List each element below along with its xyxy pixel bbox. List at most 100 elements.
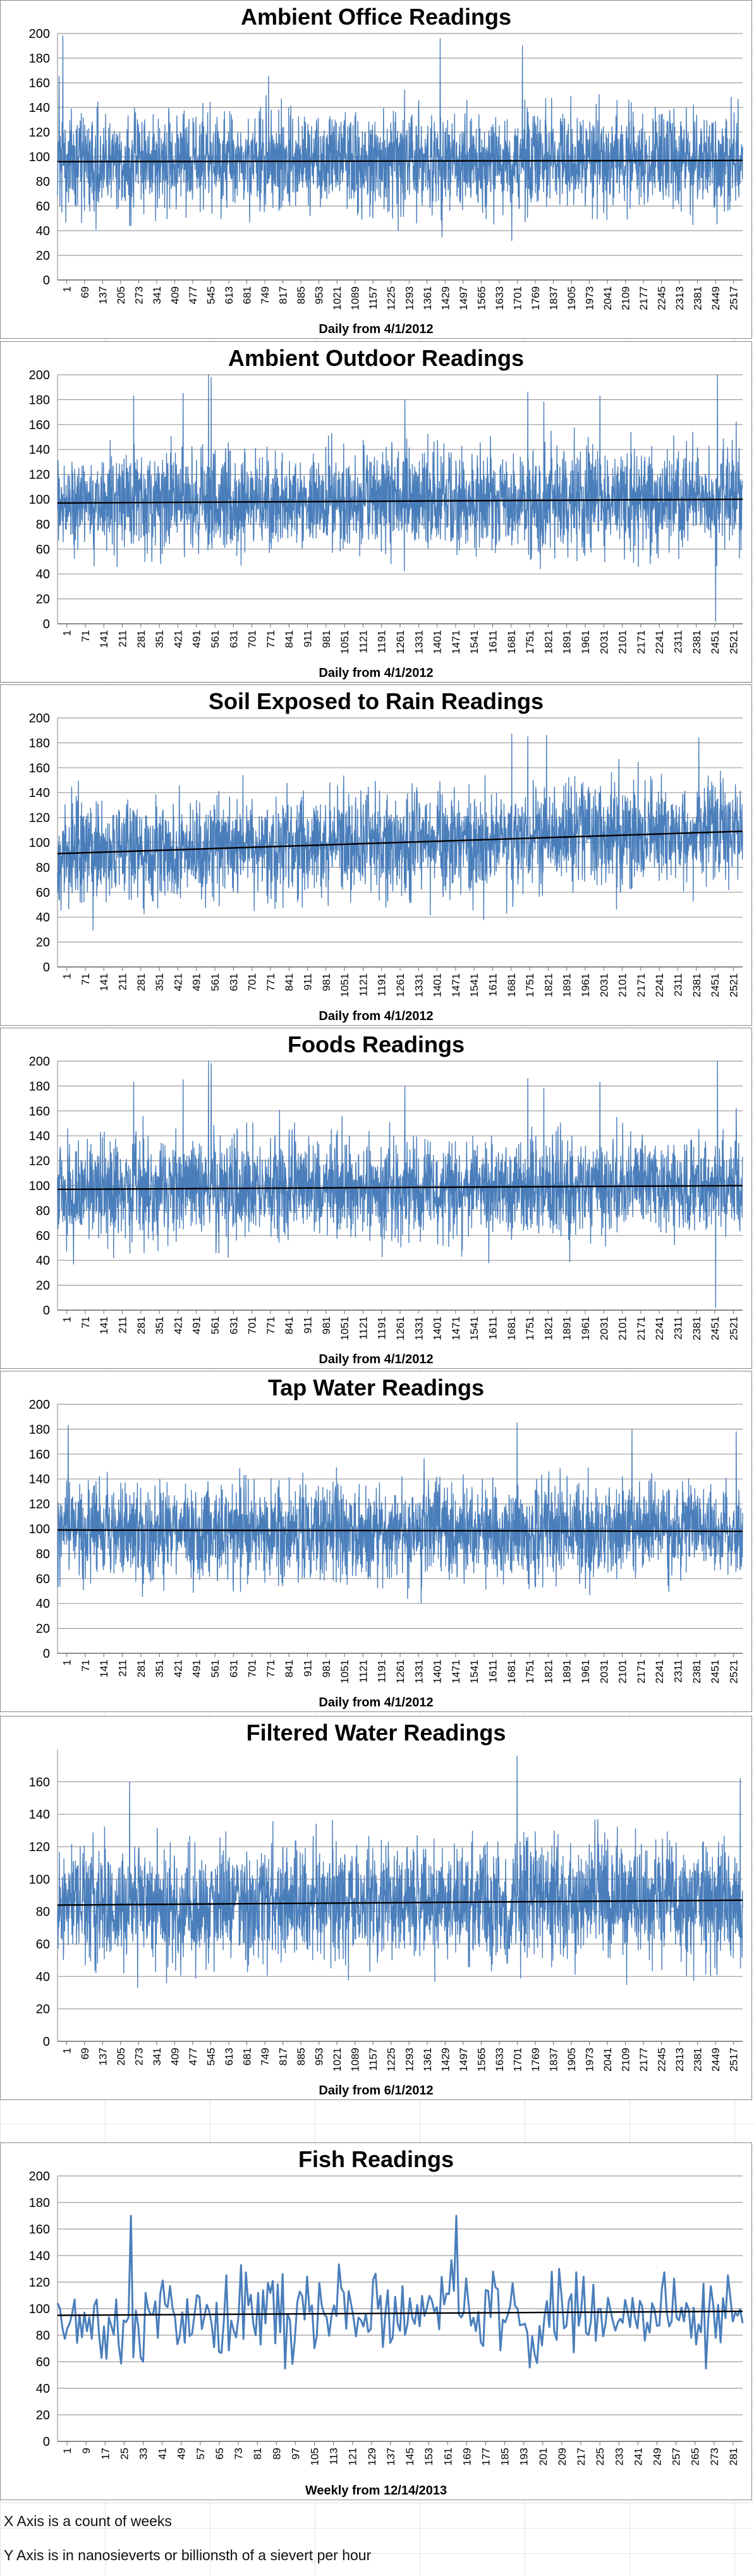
x-tick-label: 2381: [692, 286, 704, 310]
y-tick-label: 180: [29, 736, 50, 750]
y-tick-label: 80: [36, 2329, 50, 2343]
chart-foods[interactable]: Foods Readings 0 20 40 60 80 100 120 140 160 180 20…: [0, 1028, 752, 1369]
x-tick-label: 1541: [468, 1316, 480, 1340]
x-tick-label: 1891: [561, 1660, 573, 1684]
y-tick-label: 140: [29, 1473, 50, 1486]
x-tick-label: 1051: [339, 1660, 351, 1684]
x-tick-label: 341: [151, 2048, 163, 2065]
y-tick-label: 160: [29, 76, 50, 90]
x-tick-label: 491: [191, 630, 203, 648]
x-tick-label: 71: [80, 973, 92, 985]
y-tick-label: 200: [29, 2170, 50, 2184]
chart-svg: Tap Water Readings 0 20 40 60 80 100 120 140 160 1…: [29, 1375, 743, 1710]
x-tick-label: 561: [209, 1660, 221, 1677]
x-tick-label: 1961: [580, 1660, 592, 1684]
y-tick-label: 20: [36, 2409, 50, 2422]
x-tick-label: 1331: [413, 1316, 425, 1340]
x-tick-label: 1293: [403, 2048, 415, 2072]
x-tick-label: 2381: [691, 1316, 703, 1340]
y-tick-label: 140: [29, 1129, 50, 1143]
x-tick-label: 1: [61, 286, 73, 292]
chart-fish[interactable]: Fish Readings 0 20 40 60 80 100 120 140 160 180 200…: [0, 2142, 752, 2500]
x-tick-label: 71: [80, 1316, 92, 1328]
y-tick-label: 0: [43, 1304, 50, 1318]
chart-ambient-office[interactable]: Ambient Office Readings 0 20 40 60 80 100 120 14…: [0, 0, 752, 339]
x-tick-label: 953: [313, 286, 325, 304]
x-tick-label: 545: [205, 286, 217, 304]
y-tick-label: 120: [29, 1155, 50, 1169]
x-tick-label: 1973: [584, 2048, 596, 2072]
chart-svg: Fish Readings 0 20 40 60 80 100 120 140 160 180 200…: [29, 2146, 744, 2498]
x-tick-label: 341: [151, 286, 163, 304]
x-tick-label: 2245: [656, 2048, 668, 2072]
x-tick-label: 1051: [339, 1316, 351, 1340]
trend-line: [57, 830, 743, 854]
x-tick-label: 631: [228, 630, 240, 648]
y-tick-label: 200: [29, 27, 50, 41]
y-tick-label: 160: [29, 762, 50, 775]
x-tick-label: 1331: [413, 630, 425, 654]
x-tick-label: 771: [265, 1660, 277, 1677]
x-tick-label: 1021: [331, 2048, 343, 2072]
x-tick-label: 841: [283, 1316, 295, 1334]
x-tick-label: 233: [613, 2448, 625, 2465]
x-tick-label: 631: [228, 1660, 240, 1677]
chart-soil-rain[interactable]: Soil Exposed to Rain Readings 0 20 40 60 80 10…: [0, 684, 752, 1026]
y-tick-label: 180: [29, 1079, 50, 1093]
x-tick-label: 2241: [654, 973, 666, 997]
x-tick-label: 1471: [450, 1316, 462, 1340]
x-tick-label: 771: [265, 630, 277, 648]
y-tick-label: 180: [29, 52, 50, 66]
chart-title: Ambient Office Readings: [241, 4, 511, 30]
chart-ambient-outdoor[interactable]: Ambient Outdoor Readings 0 20 40 60 80 100 120 1…: [0, 341, 752, 683]
x-tick-label: 2451: [709, 1316, 721, 1340]
x-tick-label: 209: [556, 2448, 568, 2465]
series-line: [57, 1060, 743, 1308]
chart-svg: Ambient Office Readings02040608010012014…: [29, 4, 743, 336]
x-tick-label: 351: [154, 973, 166, 991]
chart-title: Soil Exposed to Rain Readings: [209, 688, 544, 714]
x-tick-label: 57: [195, 2448, 207, 2460]
trend-line: [57, 159, 743, 163]
x-tick-label: 25: [118, 2448, 130, 2460]
x-tick-label: 211: [117, 1660, 129, 1677]
x-tick-label: 1191: [376, 1316, 388, 1340]
x-tick-label: 1497: [458, 286, 470, 310]
x-tick-label: 1429: [439, 286, 451, 310]
x-tick-label: 491: [191, 1660, 203, 1677]
x-tick-label: 2311: [672, 973, 684, 997]
x-tick-label: 1633: [494, 2048, 506, 2072]
x-tick-label: 1331: [413, 1660, 425, 1684]
x-tick-label: 351: [154, 630, 166, 648]
x-tick-label: 105: [309, 2448, 321, 2465]
x-tick-label: 113: [328, 2448, 340, 2465]
x-tick-label: 2041: [602, 286, 614, 310]
x-tick-label: 1471: [450, 1660, 462, 1684]
series-line: [56, 2215, 744, 2369]
x-tick-label: 1769: [530, 286, 542, 310]
x-tick-label: 1821: [542, 973, 554, 997]
y-tick-label: 160: [29, 418, 50, 432]
y-tick-label: 100: [29, 1873, 50, 1886]
series-line: [57, 35, 743, 241]
x-tick-label: 771: [265, 973, 277, 991]
y-axis-footnote: Y Axis is in nanosieverts or billionsth …: [4, 2547, 372, 2563]
x-tick-label: 545: [205, 2048, 217, 2065]
y-tick-label: 60: [36, 886, 50, 900]
x-tick-label: 33: [138, 2448, 150, 2460]
y-tick-label: 140: [29, 786, 50, 800]
x-tick-label: 841: [283, 973, 295, 991]
y-tick-label: 200: [29, 1055, 50, 1069]
x-tick-label: 1: [61, 1316, 73, 1322]
chart-filtered-water[interactable]: Filtered Water Readings 0 20 40 60 80 100 120 14…: [0, 1716, 752, 2100]
x-tick-label: 1891: [561, 630, 573, 654]
x-tick-label: 477: [187, 286, 199, 304]
x-tick-label: 1611: [487, 1316, 499, 1340]
chart-tap-water[interactable]: Tap Water Readings 0 20 40 60 80 100 120 140 160 1…: [0, 1371, 752, 1712]
x-tick-label: 1089: [350, 286, 362, 310]
x-tick-label: 1021: [331, 286, 343, 310]
y-tick-label: 100: [29, 493, 50, 507]
x-tick-label: 841: [283, 1660, 295, 1677]
x-tick-label: 981: [320, 973, 332, 991]
x-tick-label: 409: [169, 2048, 181, 2065]
